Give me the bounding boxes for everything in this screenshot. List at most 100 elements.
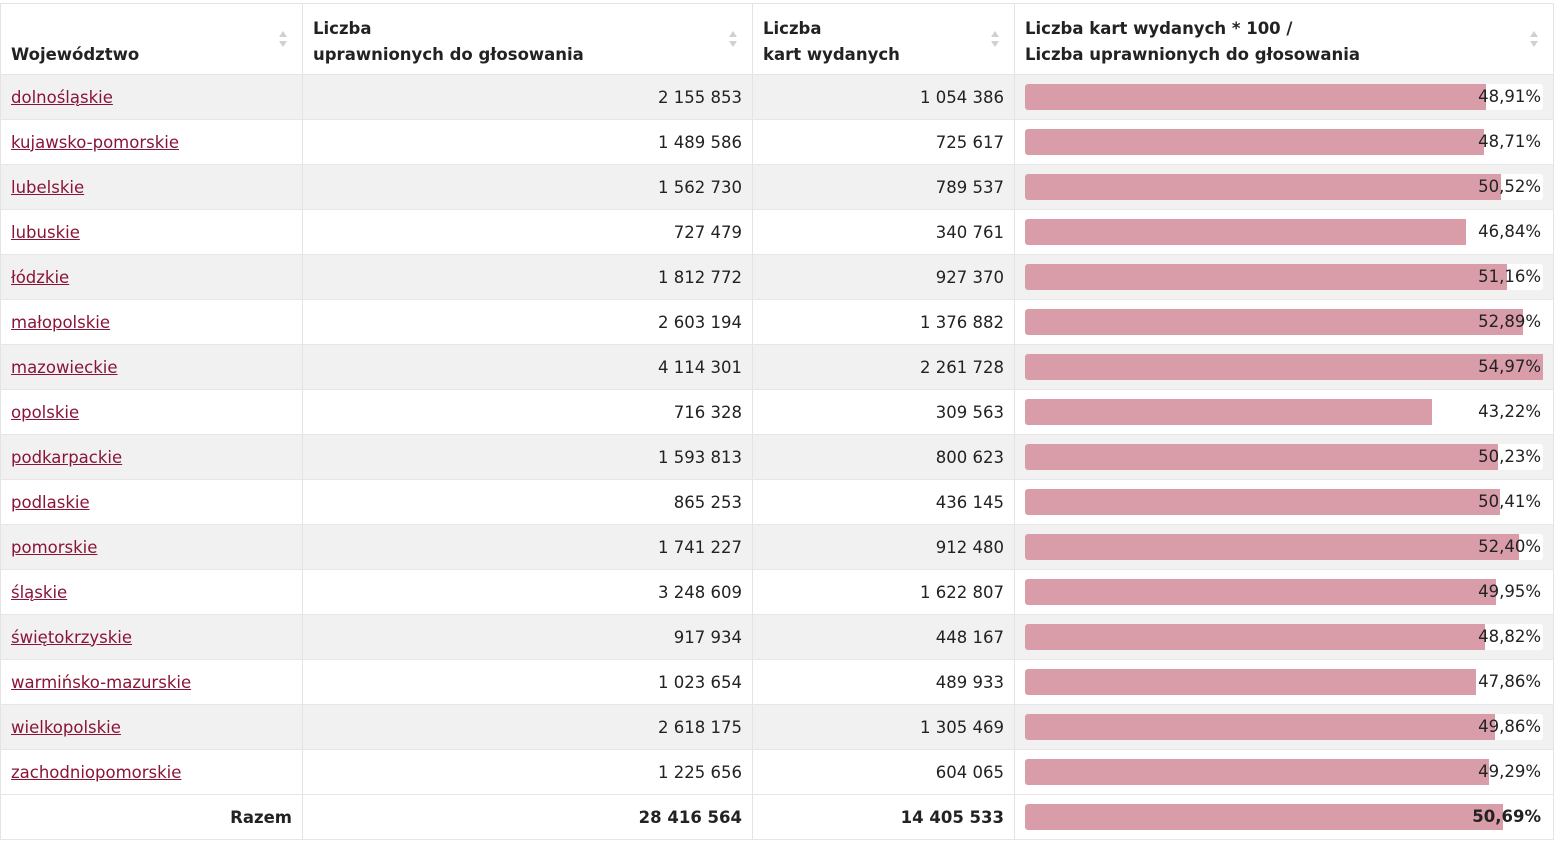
ratio-cell: 47,86% <box>1014 659 1554 705</box>
region-link[interactable]: warmińsko-mazurskie <box>11 672 192 692</box>
region-link[interactable]: wielkopolskie <box>11 717 121 737</box>
region-link[interactable]: pomorskie <box>11 537 98 557</box>
table-row: wielkopolskie 2 618 175 1 305 469 49,86% <box>0 704 1554 750</box>
ratio-cell: 48,82% <box>1014 614 1554 660</box>
table-row: małopolskie 2 603 194 1 376 882 52,89% <box>0 299 1554 345</box>
region-link[interactable]: małopolskie <box>11 312 111 332</box>
ratio-bar-fill <box>1025 759 1490 785</box>
sort-arrows-icon[interactable] <box>278 29 288 49</box>
cards-cell: 489 933 <box>752 659 1015 705</box>
sort-arrows-icon[interactable] <box>728 29 738 49</box>
cards-cell: 1 305 469 <box>752 704 1015 750</box>
ratio-label: 43,22% <box>1478 402 1541 421</box>
table-row: pomorskie 1 741 227 912 480 52,40% <box>0 524 1554 570</box>
ratio-cell: 48,91% <box>1014 74 1554 120</box>
cards-cell: 789 537 <box>752 164 1015 210</box>
ratio-bar-fill <box>1025 534 1519 560</box>
cards-cell: 448 167 <box>752 614 1015 660</box>
ratio-cell: 46,84% <box>1014 209 1554 255</box>
ratio-label: 52,40% <box>1478 537 1541 556</box>
region-link[interactable]: łódzkie <box>11 267 70 287</box>
sort-arrows-icon[interactable] <box>990 29 1000 49</box>
ratio-label: 49,95% <box>1478 582 1541 601</box>
region-link[interactable]: lubelskie <box>11 177 85 197</box>
cards-cell: 2 261 728 <box>752 344 1015 390</box>
column-header-eligible[interactable]: Liczba uprawnionych do głosowania <box>302 3 753 75</box>
ratio-cell: 52,89% <box>1014 299 1554 345</box>
eligible-cell: 1 023 654 <box>302 659 753 705</box>
eligible-cell: 4 114 301 <box>302 344 753 390</box>
ratio-bar-track: 49,86% <box>1025 714 1543 740</box>
region-link[interactable]: śląskie <box>11 582 68 602</box>
ratio-label: 49,29% <box>1478 762 1541 781</box>
region-cell: wielkopolskie <box>0 704 303 750</box>
region-link[interactable]: podlaskie <box>11 492 90 512</box>
eligible-cell: 2 618 175 <box>302 704 753 750</box>
eligible-cell: 2 155 853 <box>302 74 753 120</box>
region-link[interactable]: świętokrzyskie <box>11 627 133 647</box>
region-link[interactable]: lubuskie <box>11 222 80 242</box>
eligible-cell: 727 479 <box>302 209 753 255</box>
eligible-cell: 917 934 <box>302 614 753 660</box>
column-header-cards[interactable]: Liczba kart wydanych <box>752 3 1015 75</box>
total-ratio-bar-track: 50,69% <box>1025 804 1543 830</box>
ratio-cell: 52,40% <box>1014 524 1554 570</box>
ratio-bar-fill <box>1025 579 1496 605</box>
region-cell: małopolskie <box>0 299 303 345</box>
table-row: świętokrzyskie 917 934 448 167 48,82% <box>0 614 1554 660</box>
total-row: Razem 28 416 564 14 405 533 50,69% <box>0 794 1554 840</box>
ratio-label: 51,16% <box>1478 267 1541 286</box>
ratio-label: 48,82% <box>1478 627 1541 646</box>
region-cell: lubuskie <box>0 209 303 255</box>
cards-cell: 340 761 <box>752 209 1015 255</box>
table-body: dolnośląskie 2 155 853 1 054 386 48,91% kuja… <box>0 74 1554 840</box>
region-link[interactable]: zachodniopomorskie <box>11 762 182 782</box>
column-header-region[interactable]: Województwo <box>0 3 303 75</box>
region-cell: pomorskie <box>0 524 303 570</box>
sort-arrows-icon[interactable] <box>1529 29 1539 49</box>
region-cell: świętokrzyskie <box>0 614 303 660</box>
table-row: opolskie 716 328 309 563 43,22% <box>0 389 1554 435</box>
total-eligible: 28 416 564 <box>302 794 753 840</box>
total-ratio-cell: 50,69% <box>1014 794 1554 840</box>
ratio-bar-track: 52,89% <box>1025 309 1543 335</box>
ratio-label: 46,84% <box>1478 222 1541 241</box>
region-link[interactable]: mazowieckie <box>11 357 118 377</box>
region-link[interactable]: dolnośląskie <box>11 87 113 107</box>
eligible-cell: 1 562 730 <box>302 164 753 210</box>
column-header-ratio[interactable]: Liczba kart wydanych * 100 / Liczba upra… <box>1014 3 1554 75</box>
region-cell: lubelskie <box>0 164 303 210</box>
ratio-bar-track: 48,82% <box>1025 624 1543 650</box>
ratio-bar-fill <box>1025 669 1477 695</box>
table-row: śląskie 3 248 609 1 622 807 49,95% <box>0 569 1554 615</box>
ratio-label: 50,41% <box>1478 492 1541 511</box>
ratio-label: 50,52% <box>1478 177 1541 196</box>
ratio-cell: 50,41% <box>1014 479 1554 525</box>
eligible-cell: 1 225 656 <box>302 749 753 795</box>
region-link[interactable]: kujawsko-pomorskie <box>11 132 180 152</box>
cards-cell: 912 480 <box>752 524 1015 570</box>
table-row: lubuskie 727 479 340 761 46,84% <box>0 209 1554 255</box>
ratio-bar-track: 50,52% <box>1025 174 1543 200</box>
region-cell: łódzkie <box>0 254 303 300</box>
eligible-cell: 1 489 586 <box>302 119 753 165</box>
region-cell: mazowieckie <box>0 344 303 390</box>
table-row: mazowieckie 4 114 301 2 261 728 54,97% <box>0 344 1554 390</box>
region-link[interactable]: podkarpackie <box>11 447 123 467</box>
cards-cell: 1 622 807 <box>752 569 1015 615</box>
ratio-bar-fill <box>1025 489 1500 515</box>
total-ratio-label: 50,69% <box>1472 807 1541 826</box>
ratio-label: 49,86% <box>1478 717 1541 736</box>
cards-cell: 604 065 <box>752 749 1015 795</box>
ratio-cell: 50,23% <box>1014 434 1554 480</box>
ratio-bar-track: 54,97% <box>1025 354 1543 380</box>
ratio-bar-fill <box>1025 129 1484 155</box>
region-link[interactable]: opolskie <box>11 402 80 422</box>
ratio-cell: 51,16% <box>1014 254 1554 300</box>
eligible-cell: 1 593 813 <box>302 434 753 480</box>
eligible-cell: 1 812 772 <box>302 254 753 300</box>
table-row: lubelskie 1 562 730 789 537 50,52% <box>0 164 1554 210</box>
region-cell: kujawsko-pomorskie <box>0 119 303 165</box>
turnout-table: Województwo Liczba uprawnionych do głoso… <box>0 3 1554 840</box>
ratio-cell: 48,71% <box>1014 119 1554 165</box>
